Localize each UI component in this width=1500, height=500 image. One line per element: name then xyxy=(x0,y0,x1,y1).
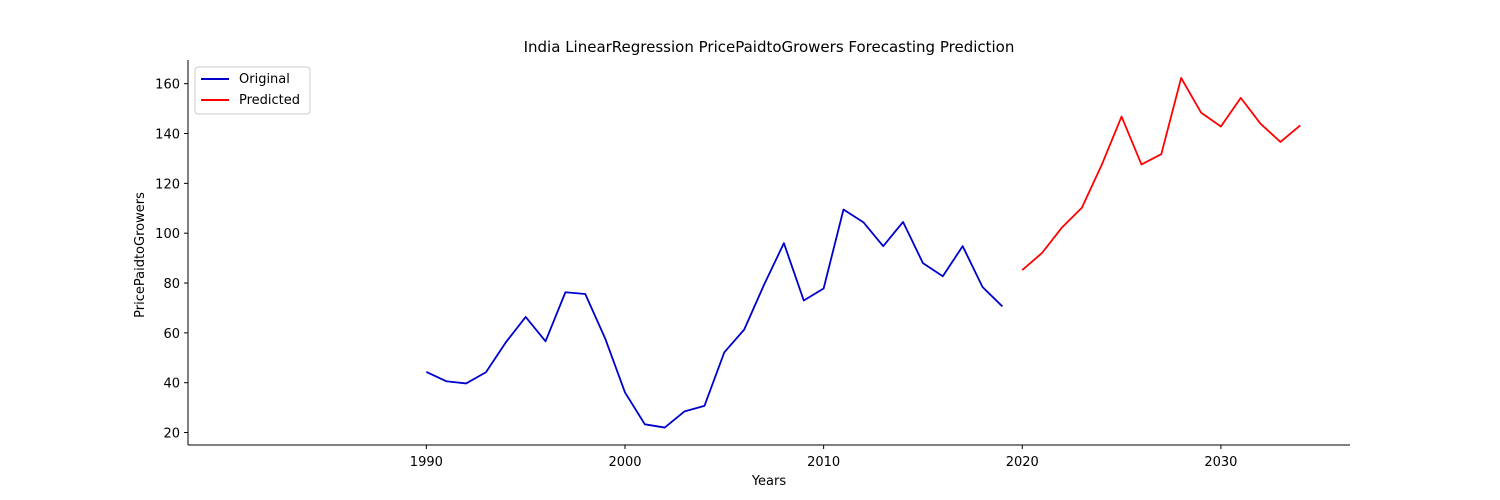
y-tick-label: 120 xyxy=(155,177,180,192)
x-tick-label: 2030 xyxy=(1204,455,1237,470)
legend: Original Predicted xyxy=(194,66,311,115)
y-tick-label: 40 xyxy=(163,377,180,392)
y-tick-label: 100 xyxy=(155,227,180,242)
legend-label-original: Original xyxy=(239,72,290,87)
x-tick-label: 2010 xyxy=(807,455,840,470)
y-axis-title: PricePaidtoGrowers xyxy=(133,192,148,318)
y-tick-label: 80 xyxy=(163,277,180,292)
plot-area xyxy=(425,77,1301,429)
y-tick-label: 140 xyxy=(155,128,180,143)
series-line-original xyxy=(425,208,1004,429)
x-axis-ticks: 1990 2000 2010 2020 2030 xyxy=(410,445,1237,470)
x-tick-label: 2000 xyxy=(608,455,641,470)
y-axis-ticks: 20 40 60 80 100 120 140 160 xyxy=(155,78,188,442)
y-tick-label: 160 xyxy=(155,78,180,93)
x-tick-label: 1990 xyxy=(410,455,443,470)
series-line-predicted xyxy=(1021,77,1301,271)
chart-title: India LinearRegression PricePaidtoGrower… xyxy=(524,38,1015,56)
y-tick-label: 20 xyxy=(163,427,180,442)
y-tick-label: 60 xyxy=(163,327,180,342)
legend-label-predicted: Predicted xyxy=(239,93,300,108)
x-tick-label: 2020 xyxy=(1006,455,1039,470)
x-axis-title: Years xyxy=(751,474,787,489)
